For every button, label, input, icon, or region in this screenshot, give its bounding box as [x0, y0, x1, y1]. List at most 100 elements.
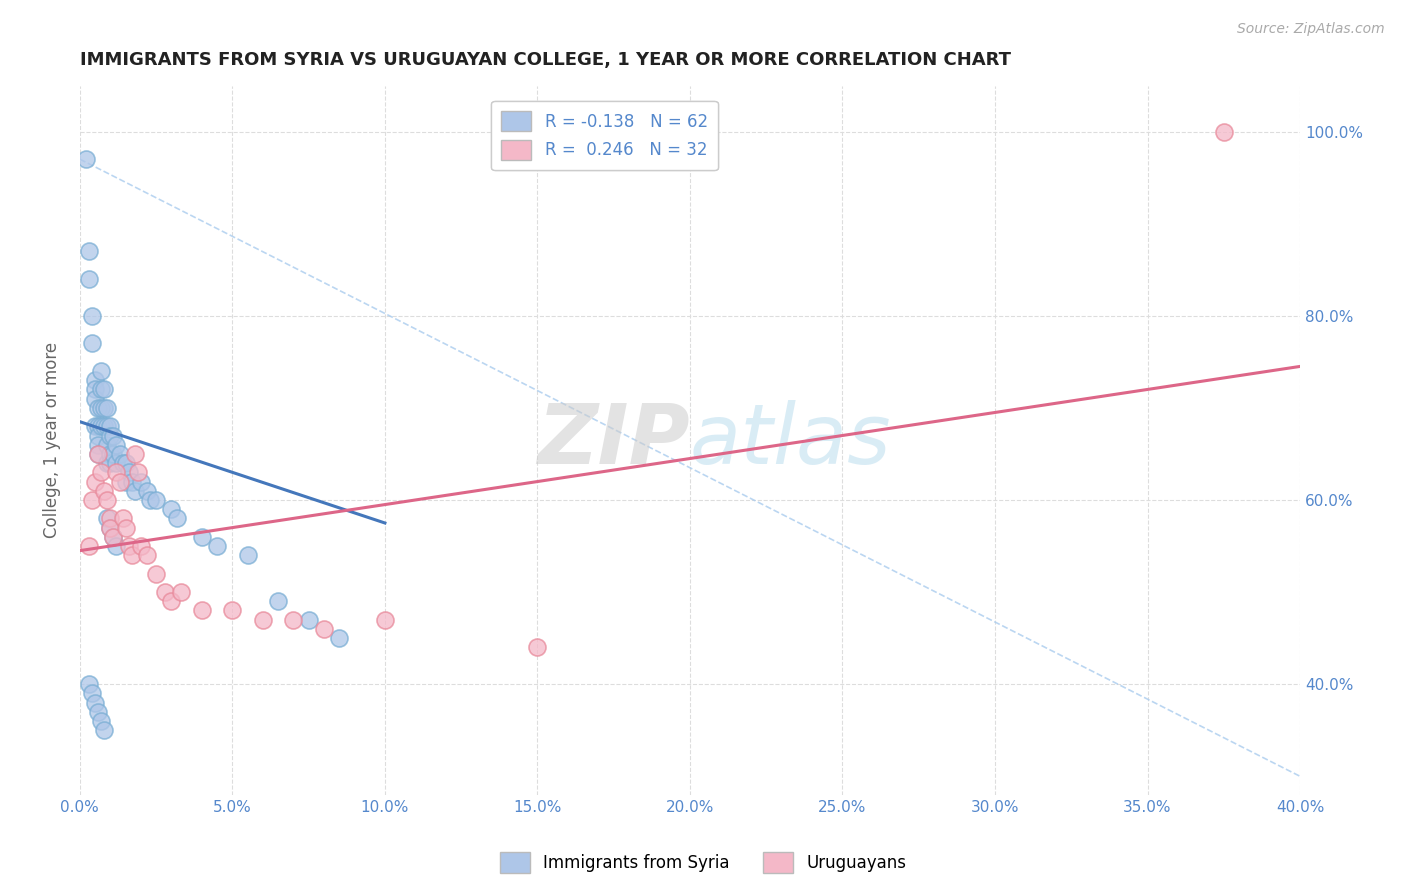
- Point: [90, 364, 112, 378]
- Point: [124, 447, 146, 461]
- Point: [93, 383, 115, 397]
- Point: [84, 696, 107, 710]
- Point: [80, 309, 103, 323]
- Point: [160, 502, 183, 516]
- Point: [100, 456, 122, 470]
- Point: [100, 511, 122, 525]
- Point: [77, 244, 100, 259]
- Point: [283, 613, 305, 627]
- Point: [93, 723, 115, 738]
- Point: [166, 511, 188, 525]
- Text: Source: ZipAtlas.com: Source: ZipAtlas.com: [1237, 22, 1385, 37]
- Point: [191, 603, 214, 617]
- Point: [77, 539, 100, 553]
- Point: [96, 438, 118, 452]
- Point: [312, 622, 335, 636]
- Point: [96, 493, 118, 508]
- Point: [1212, 124, 1234, 138]
- Point: [118, 539, 141, 553]
- Point: [374, 613, 396, 627]
- Point: [108, 447, 131, 461]
- Point: [93, 419, 115, 434]
- Point: [90, 714, 112, 728]
- Point: [84, 419, 107, 434]
- Point: [129, 475, 152, 489]
- Point: [90, 401, 112, 415]
- Point: [121, 475, 143, 489]
- Y-axis label: College, 1 year or more: College, 1 year or more: [44, 342, 60, 538]
- Text: IMMIGRANTS FROM SYRIA VS URUGUAYAN COLLEGE, 1 YEAR OR MORE CORRELATION CHART: IMMIGRANTS FROM SYRIA VS URUGUAYAN COLLE…: [80, 51, 1011, 69]
- Point: [160, 594, 183, 608]
- Point: [111, 456, 134, 470]
- Point: [87, 419, 110, 434]
- Point: [103, 447, 125, 461]
- Point: [139, 493, 162, 508]
- Point: [87, 447, 110, 461]
- Point: [526, 640, 548, 655]
- Point: [298, 613, 321, 627]
- Point: [100, 520, 122, 534]
- Point: [84, 475, 107, 489]
- Point: [96, 401, 118, 415]
- Point: [87, 438, 110, 452]
- Point: [77, 677, 100, 691]
- Point: [103, 428, 125, 442]
- Point: [80, 336, 103, 351]
- Point: [127, 466, 149, 480]
- Point: [136, 548, 159, 562]
- Point: [87, 705, 110, 719]
- Point: [96, 511, 118, 525]
- Point: [100, 419, 122, 434]
- Point: [236, 548, 259, 562]
- Text: ZIP: ZIP: [537, 400, 690, 481]
- Point: [87, 447, 110, 461]
- Point: [105, 456, 128, 470]
- Point: [93, 483, 115, 498]
- Point: [77, 272, 100, 286]
- Legend: R = -0.138   N = 62, R =  0.246   N = 32: R = -0.138 N = 62, R = 0.246 N = 32: [491, 101, 718, 170]
- Point: [93, 401, 115, 415]
- Point: [103, 530, 125, 544]
- Point: [252, 613, 274, 627]
- Point: [84, 392, 107, 406]
- Point: [205, 539, 228, 553]
- Point: [124, 483, 146, 498]
- Point: [75, 152, 97, 166]
- Point: [100, 428, 122, 442]
- Point: [221, 603, 243, 617]
- Point: [145, 493, 167, 508]
- Point: [80, 493, 103, 508]
- Point: [84, 383, 107, 397]
- Point: [121, 548, 143, 562]
- Point: [96, 456, 118, 470]
- Point: [169, 585, 191, 599]
- Point: [136, 483, 159, 498]
- Point: [80, 686, 103, 700]
- Point: [87, 401, 110, 415]
- Point: [114, 456, 136, 470]
- Point: [105, 539, 128, 553]
- Point: [87, 428, 110, 442]
- Point: [129, 539, 152, 553]
- Point: [100, 520, 122, 534]
- Point: [90, 383, 112, 397]
- Point: [114, 475, 136, 489]
- Point: [267, 594, 290, 608]
- Point: [84, 373, 107, 387]
- Legend: Immigrants from Syria, Uruguayans: Immigrants from Syria, Uruguayans: [494, 846, 912, 880]
- Point: [103, 530, 125, 544]
- Point: [191, 530, 214, 544]
- Point: [90, 419, 112, 434]
- Point: [96, 419, 118, 434]
- Point: [114, 520, 136, 534]
- Point: [100, 447, 122, 461]
- Point: [155, 585, 177, 599]
- Point: [145, 566, 167, 581]
- Point: [105, 438, 128, 452]
- Point: [111, 511, 134, 525]
- Point: [108, 475, 131, 489]
- Point: [105, 466, 128, 480]
- Text: atlas: atlas: [690, 400, 891, 481]
- Point: [328, 631, 350, 645]
- Point: [90, 466, 112, 480]
